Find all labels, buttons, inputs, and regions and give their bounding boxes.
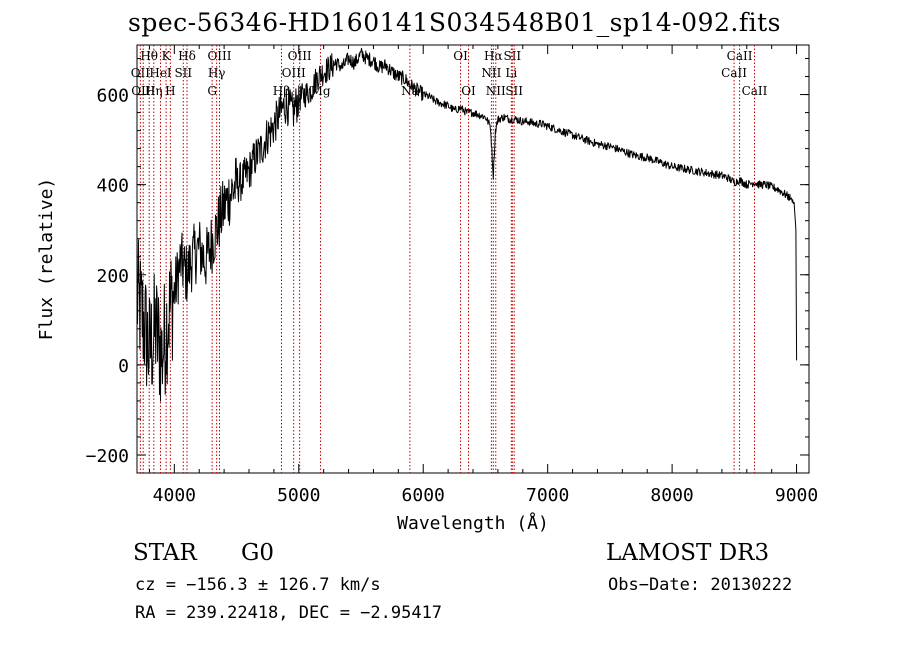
- spectral-line-label: SII: [505, 84, 523, 98]
- spectral-line-label: CaII: [721, 66, 747, 80]
- y-tick-label: 0: [118, 356, 129, 377]
- x-tick-label: 5000: [277, 485, 320, 506]
- x-tick-label: 9000: [775, 485, 818, 506]
- spectral-line-label: Li: [505, 66, 517, 80]
- spectral-line-label: G: [207, 84, 217, 98]
- spectral-line-label: OIII: [131, 84, 155, 98]
- spectral-line-label: CaII: [742, 84, 768, 98]
- x-tick-label: 4000: [153, 485, 196, 506]
- spectral-line-label: OII: [131, 66, 151, 80]
- spectral-line-label: NII: [481, 66, 501, 80]
- spectral-line-label: Hδ: [178, 49, 196, 63]
- coordinates: RA = 239.22418, DEC = −2.95417: [135, 603, 443, 623]
- spectrum-line: [136, 47, 798, 402]
- x-tick-label: 6000: [402, 485, 445, 506]
- spectral-line-label: SII: [503, 49, 521, 63]
- spectral-line-label: K: [162, 49, 172, 63]
- spectral-line-label: OIII: [288, 49, 312, 63]
- spectral-line-label: OI: [461, 84, 476, 98]
- x-axis-label: Wavelength (Å): [397, 512, 549, 534]
- y-axis-label: Flux (relative): [36, 178, 57, 341]
- spectral-line-label: HeI: [149, 66, 172, 80]
- spectral-line-label: NII: [486, 84, 506, 98]
- spectral-line-label: Hη: [145, 84, 163, 98]
- survey-name: LAMOST DR3: [606, 540, 770, 566]
- spectral-line-label: CaII: [727, 49, 753, 63]
- y-tick-label: 400: [96, 176, 129, 197]
- y-tick-label: 600: [96, 86, 129, 107]
- spectral-line-label: Hγ: [208, 66, 226, 80]
- spectral-line-label: OIII: [282, 66, 306, 80]
- object-subclass: G0: [241, 540, 275, 566]
- spectral-line-label: OIII: [207, 49, 231, 63]
- redshift-text: cz = −156.3 ± 126.7 km/s: [135, 575, 381, 595]
- spectral-line-label: Hβ: [273, 84, 290, 98]
- plot-frame: [136, 44, 810, 474]
- obs-date: Obs−Date: 20130222: [608, 575, 793, 595]
- x-tick-label: 7000: [526, 485, 569, 506]
- spectral-line-label: H: [165, 84, 175, 98]
- y-tick-label: −200: [86, 446, 129, 467]
- spectral-line-label: Hα: [484, 49, 503, 63]
- object-class: STAR: [133, 540, 197, 566]
- spectral-line-label: SII: [174, 66, 192, 80]
- x-tick-label: 8000: [650, 485, 693, 506]
- chart-title: spec-56346-HD160141S034548B01_sp14-092.f…: [128, 8, 781, 37]
- spectral-line-label: OI: [453, 49, 468, 63]
- y-tick-label: 200: [96, 266, 129, 287]
